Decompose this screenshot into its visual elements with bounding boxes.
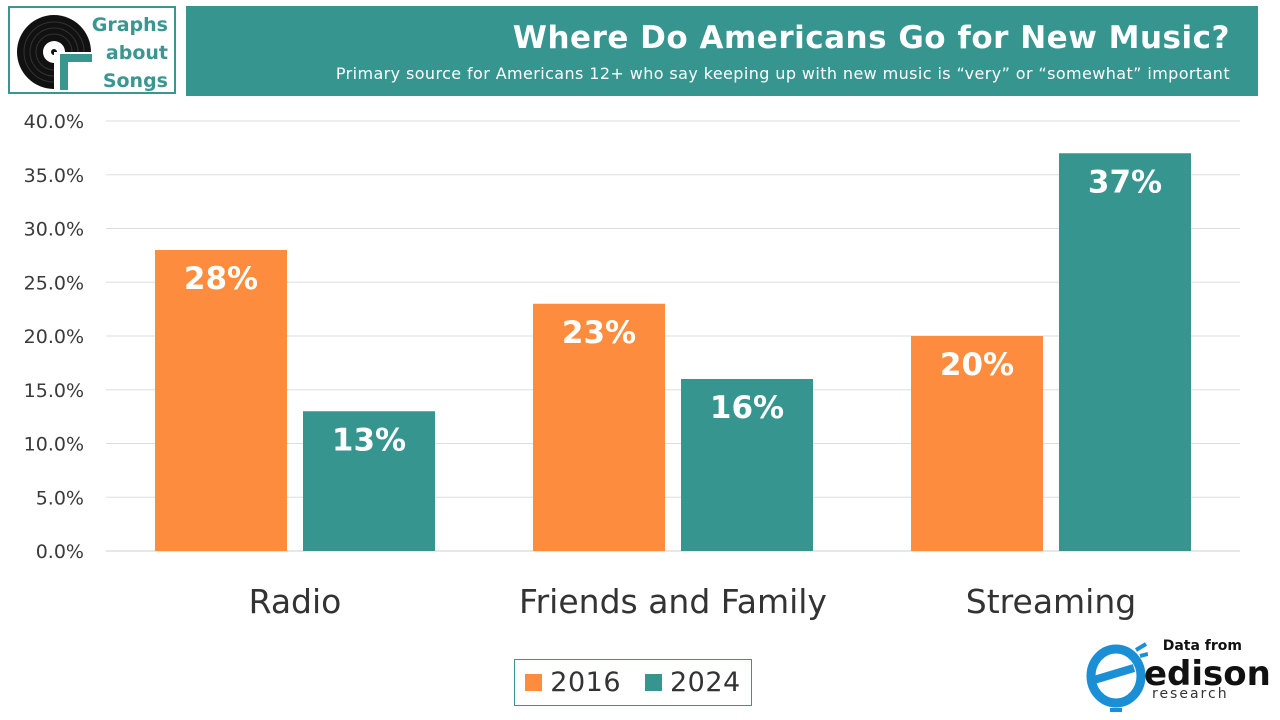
y-axis-ticks: 0.0% 5.0% 10.0% 15.0% 20.0% 25.0% 30.0% 35.0% 40… bbox=[24, 111, 84, 563]
data-label: 23% bbox=[562, 315, 636, 351]
logo-line: Songs bbox=[102, 70, 168, 92]
legend-swatch bbox=[525, 674, 543, 691]
y-tick-label: 20.0% bbox=[24, 326, 84, 348]
category-label: Radio bbox=[249, 582, 342, 621]
bar bbox=[1059, 153, 1191, 551]
header-banner: Where Do Americans Go for New Music? Pri… bbox=[186, 6, 1258, 96]
y-tick-label: 10.0% bbox=[24, 434, 84, 456]
y-tick-label: 0.0% bbox=[36, 541, 84, 563]
bar bbox=[681, 379, 813, 551]
data-label: 28% bbox=[184, 261, 258, 297]
data-label: 13% bbox=[332, 422, 406, 458]
legend: 2016 2024 bbox=[514, 659, 752, 706]
y-tick-label: 25.0% bbox=[24, 272, 84, 294]
bar-chart: 0.0% 5.0% 10.0% 15.0% 20.0% 25.0% 30.0% 35.0% 40… bbox=[24, 111, 1240, 621]
category-label: Friends and Family bbox=[519, 582, 827, 621]
x-axis-categories: Radio Friends and Family Streaming bbox=[249, 582, 1137, 621]
legend-label: 2016 bbox=[550, 667, 621, 698]
legend-label: 2024 bbox=[670, 667, 741, 698]
chart-title: Where Do Americans Go for New Music? bbox=[512, 20, 1230, 56]
brand-logo: Graphs about Songs bbox=[8, 6, 176, 94]
legend-swatch bbox=[645, 674, 662, 691]
data-labels: 28% 13% 23% 16% 20% 37% bbox=[184, 164, 1162, 458]
bar bbox=[911, 336, 1043, 551]
data-label: 16% bbox=[710, 390, 784, 426]
logo-text: Graphs about Songs bbox=[92, 11, 168, 95]
y-tick-label: 35.0% bbox=[24, 165, 84, 187]
bar bbox=[303, 411, 435, 551]
chart-subtitle: Primary source for Americans 12+ who say… bbox=[335, 64, 1230, 83]
category-label: Streaming bbox=[966, 582, 1136, 621]
source-name: edison bbox=[1144, 654, 1271, 694]
y-tick-label: 40.0% bbox=[24, 111, 84, 133]
bar bbox=[155, 250, 287, 551]
edison-logo-icon bbox=[1086, 642, 1148, 712]
source-sub: research bbox=[1152, 686, 1229, 702]
data-label: 37% bbox=[1088, 164, 1162, 200]
logo-line: Graphs bbox=[91, 14, 168, 36]
data-label: 20% bbox=[940, 347, 1014, 383]
source-credit: Data from edison research bbox=[1084, 634, 1271, 714]
legend-item-2016: 2016 bbox=[525, 667, 621, 698]
gridlines bbox=[106, 120, 1240, 552]
y-tick-label: 30.0% bbox=[24, 219, 84, 241]
legend-item-2024: 2024 bbox=[645, 667, 741, 698]
bar bbox=[533, 303, 665, 551]
vinyl-record-icon bbox=[17, 15, 92, 90]
logo-line: about bbox=[105, 42, 168, 64]
y-tick-label: 15.0% bbox=[24, 380, 84, 402]
bars bbox=[155, 153, 1191, 551]
source-label: Data from bbox=[1162, 638, 1242, 654]
y-tick-label: 5.0% bbox=[36, 487, 84, 509]
